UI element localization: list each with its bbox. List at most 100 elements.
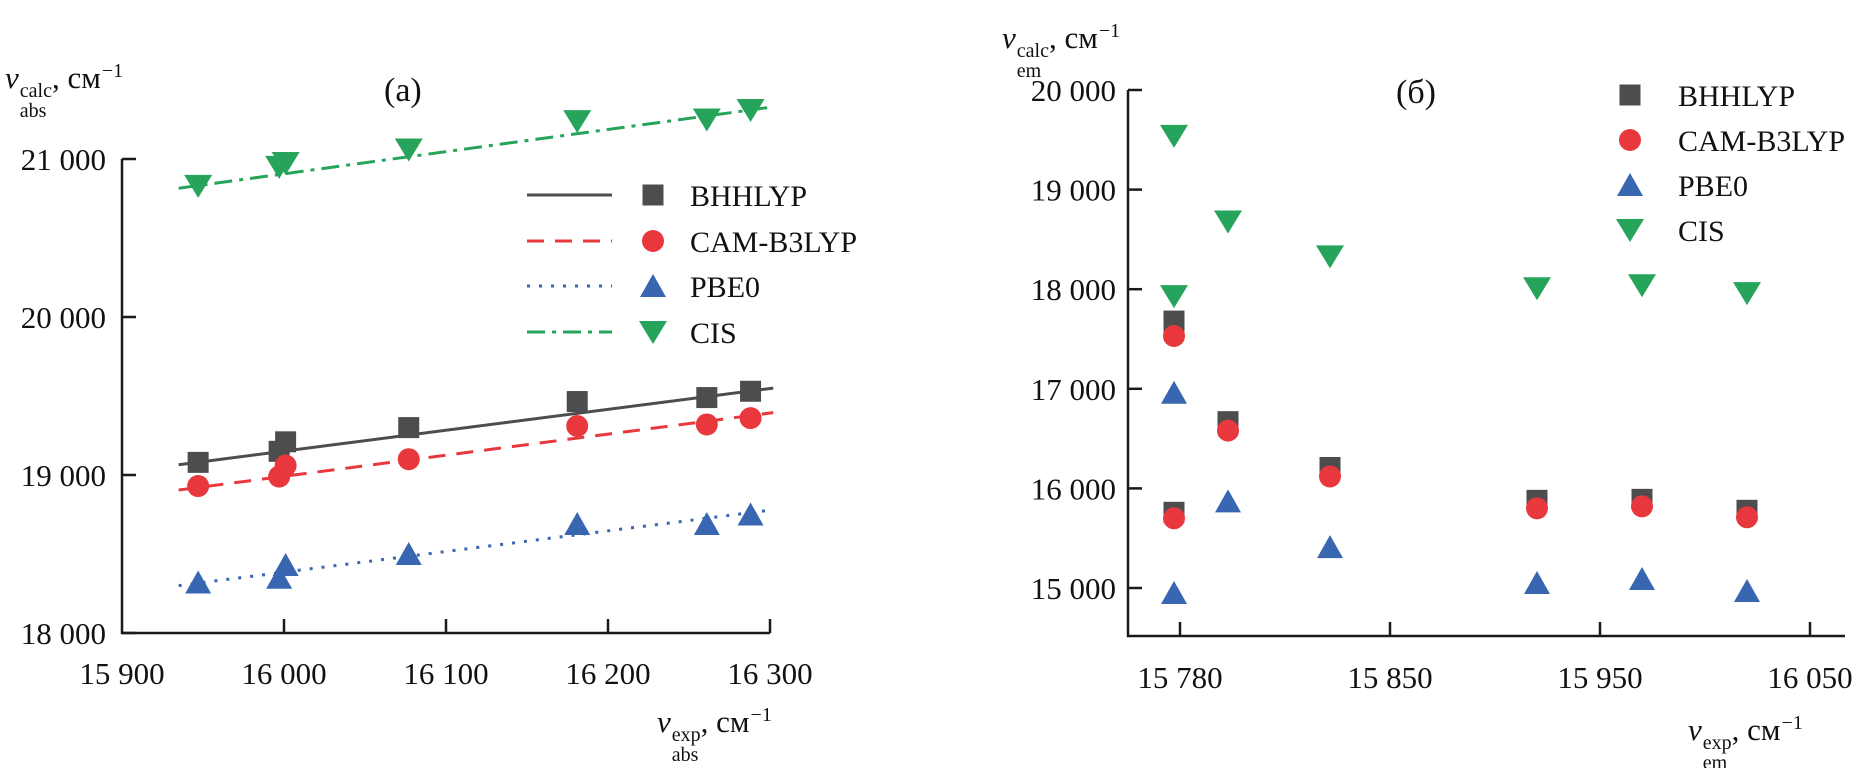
panel-a-y-axis-label: ν calc abs, см−1 — [5, 60, 123, 122]
data-point-marker — [1628, 274, 1656, 298]
data-point-marker — [566, 391, 588, 413]
data-point-marker — [394, 138, 423, 162]
y-tick-label: 19 000 — [21, 458, 106, 493]
trend-line-cis — [178, 105, 774, 190]
x-tick-label: 15 900 — [79, 656, 164, 691]
y-tick-label: 15 000 — [1031, 571, 1116, 606]
panel-b-plot: 15 780 15 850 15 950 16 050 15 000 16 000 17 0… — [1031, 73, 1853, 695]
data-point-marker — [398, 417, 420, 439]
legend-marker — [640, 274, 666, 297]
legend-item-pbe0: PBE0 — [527, 271, 760, 304]
data-point-marker — [1316, 245, 1344, 269]
data-point-marker — [1160, 285, 1188, 309]
data-point-marker — [1526, 497, 1548, 520]
legend-item-cam-b3lyp: CAM-B3LYP — [1619, 125, 1845, 158]
data-point-marker — [696, 387, 718, 409]
axis-spines — [1126, 90, 1845, 638]
data-point-marker — [1214, 210, 1242, 234]
legend-marker — [642, 184, 664, 206]
legend-marker — [642, 230, 664, 252]
x-tick-label: 15 780 — [1137, 660, 1222, 695]
legend-label: PBE0 — [690, 271, 760, 304]
data-point-marker — [266, 565, 293, 589]
legend-label: BHHLYP — [1678, 80, 1795, 113]
data-point-marker — [564, 511, 591, 535]
unit-text: , см — [1731, 712, 1781, 747]
legend: BHHLYP CAM-B3LYP PBE0 CIS — [527, 180, 857, 350]
series-bhhlyp — [1163, 310, 1758, 523]
data-point-marker — [275, 431, 297, 453]
series-pbe0 — [185, 502, 764, 594]
trend-line-cam-b3lyp — [178, 411, 774, 492]
y-tick-label: 20 000 — [21, 300, 106, 335]
data-point-marker — [271, 151, 300, 175]
legend-item-cam-b3lyp: CAM-B3LYP — [527, 226, 857, 259]
series-cis — [184, 99, 765, 198]
panel-b-title: (б) — [1396, 74, 1436, 111]
y-tick-label: 16 000 — [1031, 471, 1116, 506]
series-pbe0 — [1161, 380, 1760, 604]
nu-symbol: ν — [1002, 20, 1016, 55]
data-point-marker — [1317, 535, 1343, 559]
data-point-marker — [695, 413, 718, 436]
y-tick-label: 20 000 — [1031, 73, 1116, 108]
unit-exponent: −1 — [750, 704, 772, 726]
panel-a-x-axis-label: ν exp abs, см−1 — [657, 704, 772, 766]
x-tick-label: 16 100 — [403, 656, 488, 691]
data-point-marker — [187, 451, 209, 473]
legend-marker — [639, 321, 667, 344]
legend-marker — [1616, 219, 1644, 242]
sup-sub-stack: calc abs — [19, 80, 52, 123]
legend-marker — [1617, 173, 1643, 196]
data-point-marker — [1629, 567, 1655, 591]
data-point-marker — [274, 454, 297, 477]
unit-text: , см — [1048, 20, 1098, 55]
data-point-marker — [1163, 325, 1185, 348]
sup-sub-stack: calc em — [1016, 40, 1049, 83]
data-point-marker — [693, 511, 720, 535]
data-point-marker — [1734, 578, 1760, 602]
data-point-marker — [1523, 277, 1551, 301]
data-point-marker — [187, 475, 210, 498]
data-point-marker — [736, 99, 765, 123]
trend-line-pbe0 — [178, 508, 774, 588]
data-point-marker — [1215, 489, 1241, 513]
data-point-marker — [272, 553, 299, 577]
data-point-marker — [185, 570, 212, 594]
legend-item-cis: CIS — [527, 317, 737, 350]
data-point-marker — [184, 174, 213, 198]
x-tick-label: 16 200 — [565, 656, 650, 691]
data-point-marker — [1631, 495, 1653, 518]
unit-text: , см — [700, 704, 750, 739]
data-point-marker — [397, 448, 420, 471]
x-tick-label: 16 300 — [727, 656, 812, 691]
data-point-marker — [737, 502, 764, 526]
legend-label: CAM-B3LYP — [1678, 125, 1845, 158]
data-point-marker — [1160, 124, 1188, 148]
legend-item-bhhlyp: BHHLYP — [1619, 80, 1795, 113]
unit-exponent: −1 — [101, 60, 124, 82]
legend-item-pbe0: PBE0 — [1617, 170, 1748, 203]
data-point-marker — [1319, 465, 1341, 488]
x-tick-label: 15 850 — [1347, 660, 1432, 695]
trend-line-bhhlyp — [178, 386, 774, 467]
nu-symbol: ν — [5, 60, 19, 95]
panel-b-y-axis-label: ν calc em, см−1 — [1002, 20, 1120, 82]
panel-b-x-axis-label: ν exp em, см−1 — [1688, 712, 1803, 768]
legend-label: CAM-B3LYP — [690, 226, 857, 259]
legend-item-cis: CIS — [1616, 215, 1725, 248]
nu-symbol: ν — [657, 704, 671, 739]
unit-text: , см — [51, 60, 101, 95]
data-point-marker — [1163, 507, 1185, 530]
unit-exponent: −1 — [1098, 20, 1121, 42]
legend-label: BHHLYP — [690, 180, 807, 213]
legend-item-bhhlyp: BHHLYP — [527, 180, 807, 213]
legend-marker — [1619, 129, 1641, 151]
series-cam-b3lyp — [1163, 325, 1758, 530]
data-point-marker — [740, 380, 762, 402]
y-tick-label: 19 000 — [1031, 173, 1116, 208]
legend-label: CIS — [1678, 215, 1725, 248]
x-tick-label: 16 050 — [1767, 660, 1852, 695]
